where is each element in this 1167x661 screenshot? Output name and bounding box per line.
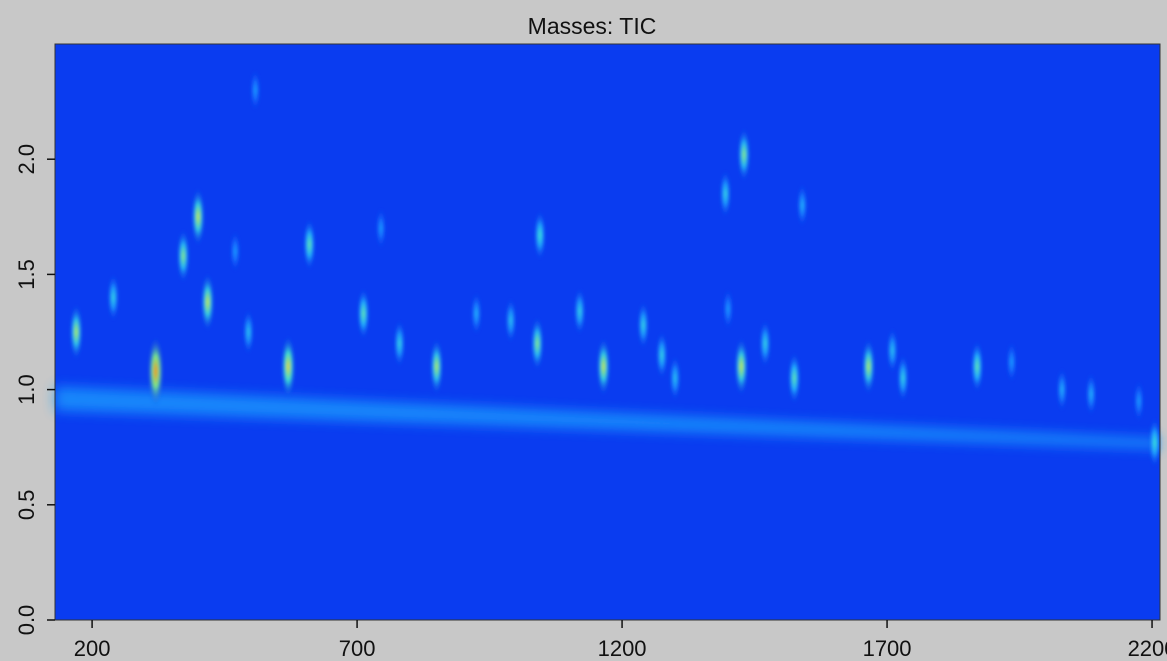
heatmap-peak xyxy=(886,327,898,374)
heatmap-peak xyxy=(734,337,749,396)
x-tick-label: 200 xyxy=(74,636,111,661)
heatmap-peak xyxy=(69,303,83,361)
heatmap-peak xyxy=(1085,372,1097,416)
heatmap-peak xyxy=(596,337,611,396)
x-tick-label: 1700 xyxy=(863,636,912,661)
heatmap-peak xyxy=(669,355,681,401)
x-tick-label: 1200 xyxy=(598,636,647,661)
heatmap-peak xyxy=(429,338,444,395)
heatmap-peak xyxy=(737,127,751,182)
heatmap-peak xyxy=(759,319,771,368)
baseline-band xyxy=(55,386,1160,449)
heatmap-peak xyxy=(530,316,544,371)
heatmap-peak xyxy=(1133,380,1145,422)
y-tick-label: 1.5 xyxy=(14,259,39,290)
heatmap-peak xyxy=(656,331,668,379)
heatmap-peak xyxy=(470,291,482,336)
heatmap-peak xyxy=(1056,367,1068,412)
chart-title: Masses: TIC xyxy=(528,13,657,39)
heatmap-peak xyxy=(1006,341,1017,383)
x-tick-label: 700 xyxy=(339,636,376,661)
heatmap-peak xyxy=(107,273,120,322)
heatmap-peak xyxy=(897,354,909,402)
y-axis: 0.0 0.5 1.0 1.5 2.0 xyxy=(14,144,55,635)
heatmap-background xyxy=(55,44,1160,620)
y-tick-label: 0.0 xyxy=(14,605,39,636)
heatmap-peak xyxy=(242,309,255,355)
heatmap-peak xyxy=(375,207,387,249)
heatmap-peak xyxy=(573,287,586,336)
heatmap-peak xyxy=(1148,417,1161,468)
plot-frame xyxy=(54,43,1161,621)
heatmap-peak xyxy=(200,272,215,332)
heatmap-peak xyxy=(970,340,984,393)
heatmap-peak xyxy=(191,187,205,247)
y-tick-label: 2.0 xyxy=(14,144,39,175)
heatmap-peak xyxy=(229,230,241,272)
heatmap-peak xyxy=(505,297,517,344)
heatmap-peak xyxy=(176,228,190,284)
plot-area xyxy=(54,43,1161,621)
heatmap-peak xyxy=(861,338,876,395)
heatmap-peak xyxy=(722,288,734,330)
heatmap-peak xyxy=(393,319,406,368)
y-tick-label: 1.0 xyxy=(14,374,39,405)
heatmap-peak xyxy=(637,301,650,349)
heatmap-peak xyxy=(357,287,370,340)
heatmap-peak xyxy=(303,218,316,271)
heatmap-peak xyxy=(280,334,296,399)
heatmap-peak xyxy=(788,351,801,405)
heatmap-peak xyxy=(147,336,164,407)
heatmap-peak xyxy=(533,210,546,261)
heatmap-peak xyxy=(250,69,261,111)
heatmap-peak xyxy=(796,183,808,227)
y-tick-label: 0.5 xyxy=(14,490,39,521)
heatmap-peak xyxy=(719,169,732,218)
